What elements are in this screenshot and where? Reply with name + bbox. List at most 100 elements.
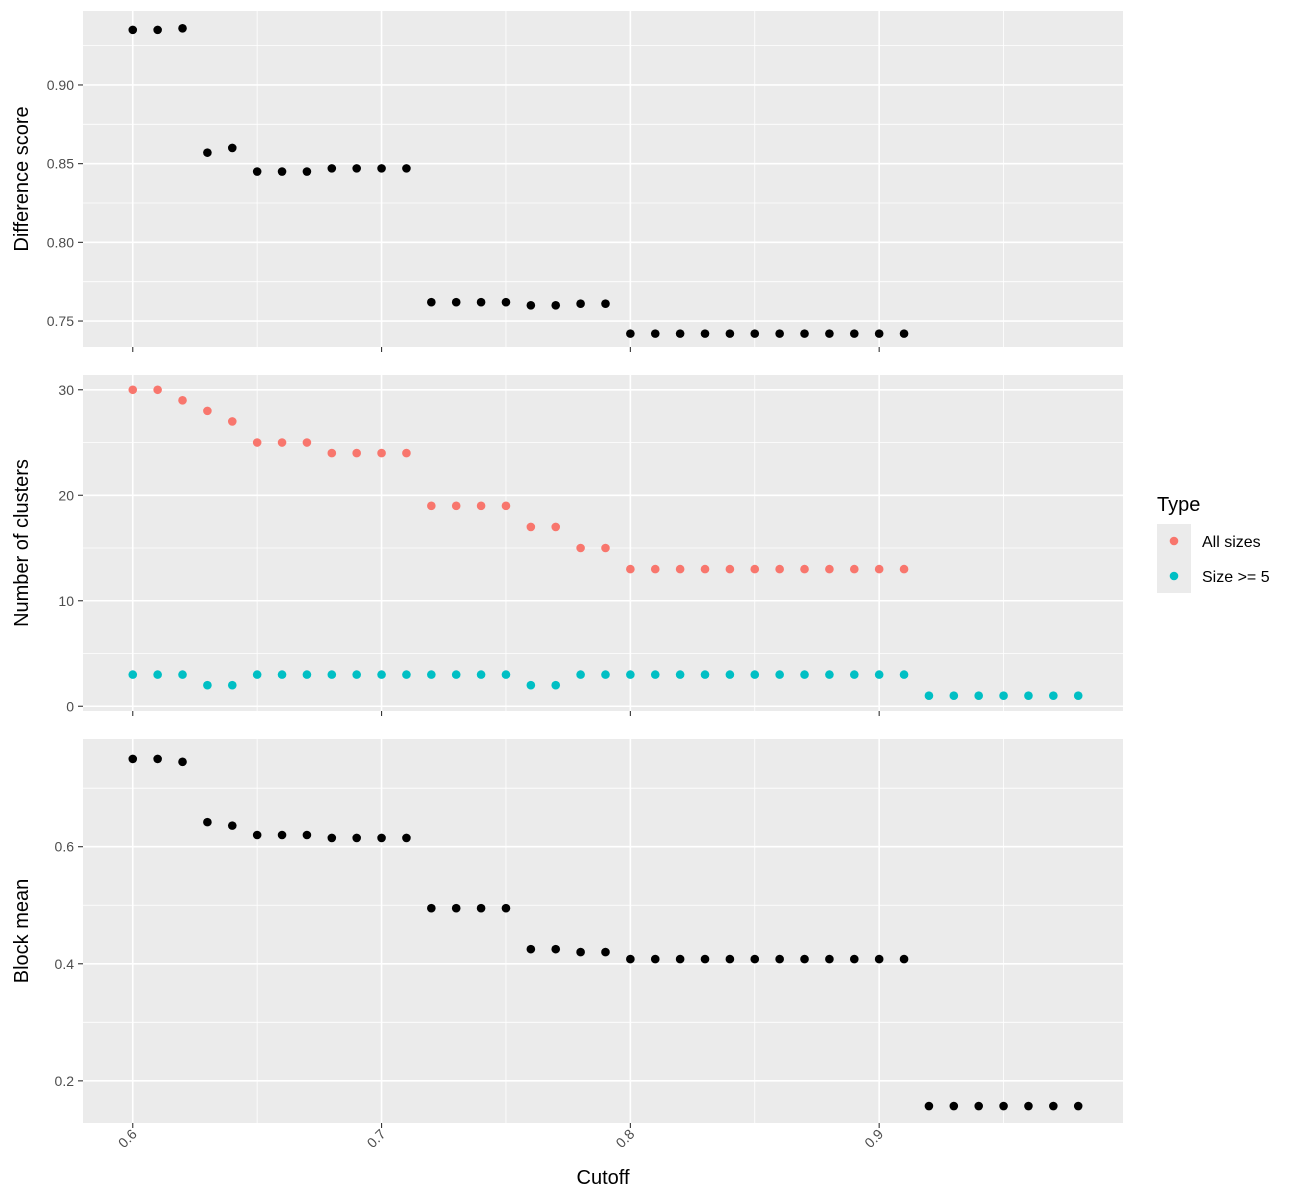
- x-tick-label: 0.8: [612, 1126, 637, 1151]
- data-point: [203, 148, 212, 157]
- data-point: [526, 522, 536, 532]
- data-point: [377, 670, 386, 679]
- data-point: [576, 299, 585, 309]
- data-point: [700, 670, 710, 679]
- data-point: [551, 680, 561, 690]
- data-point: [899, 670, 909, 679]
- data-point: [626, 954, 635, 964]
- data-point: [476, 670, 486, 679]
- data-point: [327, 670, 337, 679]
- data-point: [302, 830, 312, 840]
- data-point: [178, 24, 187, 33]
- data-point: [476, 297, 486, 307]
- data-point: [924, 1101, 934, 1111]
- data-point: [601, 299, 610, 309]
- legend-key-size-5: [1169, 571, 1179, 581]
- data-point: [725, 564, 735, 574]
- data-point: [626, 329, 635, 338]
- data-point: [128, 754, 138, 764]
- data-point: [203, 680, 212, 690]
- y-tick-label: 0.85: [47, 156, 74, 172]
- data-point: [451, 903, 461, 913]
- data-point: [352, 670, 361, 679]
- legend-title: Type: [1157, 494, 1200, 516]
- series-number-of-clusters-0: [128, 385, 909, 574]
- data-point: [302, 670, 312, 679]
- data-point: [750, 954, 760, 964]
- data-point: [849, 329, 859, 338]
- data-point: [874, 670, 884, 679]
- data-point: [949, 691, 959, 701]
- data-point: [227, 143, 237, 153]
- data-point: [626, 564, 635, 574]
- y-axis-title-difference-score: Difference score: [11, 106, 33, 251]
- data-point: [203, 817, 212, 827]
- data-point: [800, 564, 809, 574]
- legend-label-all-sizes: All sizes: [1202, 534, 1261, 551]
- panel-background: [83, 11, 1123, 347]
- data-point: [700, 329, 710, 338]
- data-point: [725, 670, 735, 679]
- data-point: [377, 164, 386, 173]
- series-difference-score-0: [128, 24, 909, 338]
- panels-layer: 0.75 0.80 0.85 0.90 Difference score 0 10 20 30 N…: [11, 11, 1123, 1151]
- data-point: [476, 501, 486, 511]
- legend-label-size-5: Size >= 5: [1202, 569, 1270, 586]
- data-point: [153, 670, 162, 679]
- data-point: [949, 1101, 959, 1111]
- data-point: [675, 564, 685, 574]
- data-point: [203, 406, 212, 416]
- data-point: [427, 670, 436, 679]
- data-point: [178, 670, 187, 679]
- data-point: [402, 670, 411, 679]
- data-point: [352, 833, 361, 843]
- data-point: [227, 680, 237, 690]
- data-point: [1049, 691, 1058, 701]
- data-point: [700, 954, 710, 964]
- y-axis-title-block-mean: Block mean: [11, 879, 33, 984]
- y-tick-label: 0.6: [55, 839, 75, 855]
- data-point: [327, 448, 337, 458]
- data-point: [526, 300, 536, 310]
- data-point: [825, 954, 834, 964]
- data-point: [650, 670, 660, 679]
- data-point: [675, 670, 685, 679]
- legend: Type All sizes Size >= 5: [1157, 494, 1270, 593]
- data-point: [626, 670, 635, 679]
- data-point: [128, 385, 138, 395]
- data-point: [352, 164, 361, 173]
- data-point: [899, 329, 909, 338]
- data-point: [750, 564, 760, 574]
- data-point: [327, 164, 337, 173]
- data-point: [601, 947, 610, 957]
- data-point: [1049, 1101, 1058, 1111]
- data-point: [800, 954, 809, 964]
- data-point: [700, 564, 710, 574]
- data-point: [601, 543, 610, 553]
- data-point: [427, 501, 436, 511]
- data-point: [402, 833, 411, 843]
- data-point: [501, 903, 511, 913]
- data-point: [128, 25, 138, 35]
- data-point: [576, 947, 585, 957]
- data-point: [650, 564, 660, 574]
- y-tick-label: 0.90: [47, 77, 74, 93]
- data-point: [128, 670, 138, 679]
- data-point: [252, 670, 262, 679]
- y-tick-label: 10: [58, 593, 74, 609]
- data-point: [874, 954, 884, 964]
- data-point: [775, 329, 784, 338]
- y-tick-label: 30: [58, 382, 74, 398]
- data-point: [551, 300, 561, 310]
- panel-number-of-clusters: 0 10 20 30 Number of clusters: [11, 375, 1123, 716]
- y-tick-label: 0.75: [47, 313, 74, 329]
- data-point: [402, 164, 411, 173]
- data-point: [427, 297, 436, 307]
- data-point: [849, 670, 859, 679]
- x-tick-label: 0.7: [364, 1126, 389, 1151]
- data-point: [775, 954, 784, 964]
- data-point: [675, 954, 685, 964]
- data-point: [1073, 691, 1083, 701]
- data-point: [650, 329, 660, 338]
